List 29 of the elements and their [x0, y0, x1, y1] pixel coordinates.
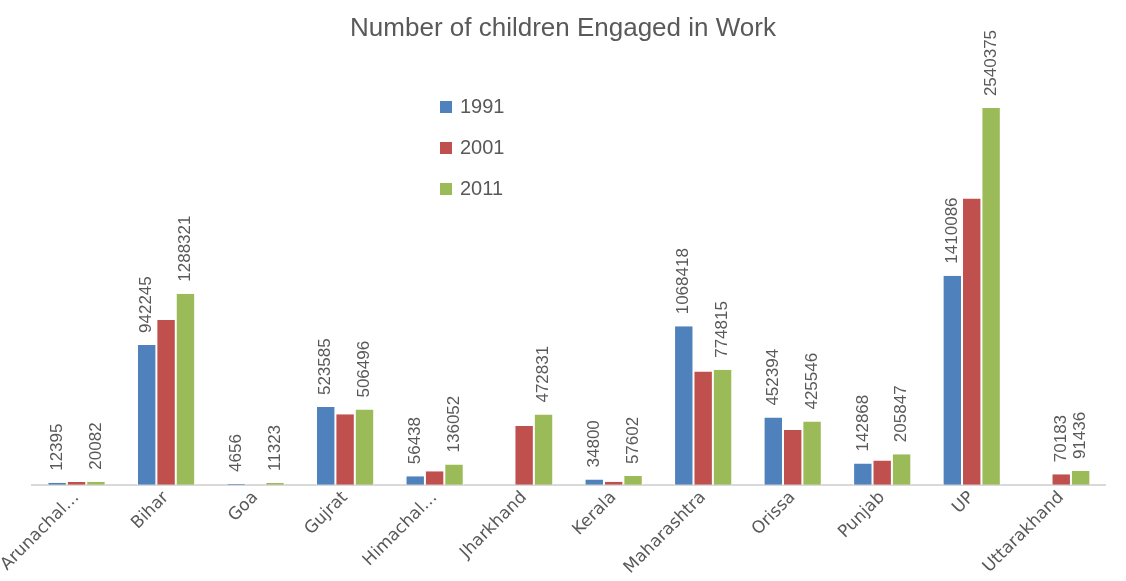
- chart-title: Number of children Engaged in Work: [350, 12, 776, 42]
- legend-label: 1991: [460, 95, 505, 118]
- data-label: 11323: [264, 424, 284, 471]
- data-label: 425546: [801, 352, 821, 410]
- data-label: 20082: [85, 422, 105, 470]
- data-label: 136052: [443, 395, 463, 453]
- data-label: 57602: [622, 416, 642, 465]
- data-label: 70183: [1050, 414, 1070, 463]
- data-label: 4656: [225, 434, 245, 472]
- x-tick-label: UP: [947, 486, 978, 517]
- data-label: 34800: [583, 420, 603, 468]
- data-label: 452394: [762, 348, 782, 406]
- data-label: 142868: [852, 394, 872, 452]
- data-label: 1068418: [673, 248, 693, 315]
- data-label: 506496: [354, 340, 374, 398]
- legend-label: 2011: [460, 177, 504, 200]
- data-label: 56438: [404, 416, 424, 465]
- legend-label: 2001: [460, 136, 505, 159]
- x-tick-label: Goa: [223, 486, 262, 525]
- data-label: 12395: [46, 423, 66, 471]
- data-label: 1410086: [942, 197, 962, 264]
- data-label: 942245: [136, 276, 156, 333]
- data-label: 91436: [1070, 411, 1090, 460]
- data-label: 1288321: [175, 215, 195, 282]
- data-label: 523585: [315, 338, 335, 396]
- data-label: 472831: [533, 345, 553, 403]
- data-label: 2540375: [980, 29, 1000, 97]
- data-label: 774815: [712, 301, 732, 358]
- data-label: 205847: [891, 385, 911, 443]
